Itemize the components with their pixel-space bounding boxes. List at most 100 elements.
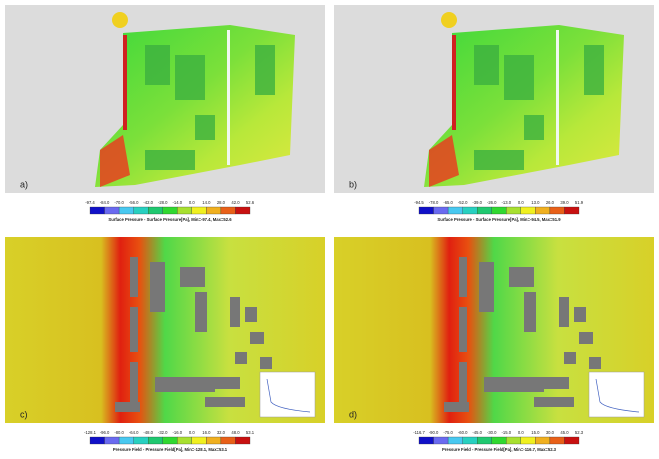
colorbar-tick: -80.0 (114, 430, 124, 435)
colorbar-caption: Surface Pressure - Surface Pressure[Pa],… (108, 217, 232, 222)
colorbar-tick: 0.0 (189, 200, 195, 205)
building (459, 307, 467, 352)
colorbar-cell (221, 207, 236, 214)
windward-facade (452, 35, 456, 130)
colorbar-tick: 32.0 (217, 430, 226, 435)
building (589, 357, 601, 369)
colorbar-cell (119, 207, 134, 214)
colorbar-tick: -70.0 (114, 200, 124, 205)
colorbar-cell (105, 437, 120, 444)
colorbar-tick: -75.0 (443, 430, 453, 435)
building (444, 402, 469, 412)
building (524, 292, 536, 332)
colorbar-tick: -78.0 (429, 200, 439, 205)
building (504, 55, 534, 100)
colorbar-cell (506, 437, 521, 444)
building (255, 45, 275, 95)
colorbar-tick: 39.0 (560, 200, 569, 205)
building (484, 377, 544, 392)
colorbar-tick: 0.0 (518, 200, 524, 205)
building (474, 45, 499, 85)
colorbar-cell (463, 437, 478, 444)
building (509, 267, 534, 287)
gap-line (556, 30, 559, 165)
building (260, 357, 272, 369)
colorbar-tick: 48.0 (231, 430, 240, 435)
colorbar-caption: Surface Pressure - Surface Pressure[Pa],… (437, 217, 561, 222)
colorbar-cell (521, 207, 536, 214)
building (459, 257, 467, 297)
colorbar-tick: -116.7 (413, 430, 425, 435)
colorbar-tick: -26.0 (487, 200, 497, 205)
colorbar-cell (105, 207, 120, 214)
building (145, 45, 170, 85)
colorbar-tick: 51.9 (575, 200, 584, 205)
colorbar-cell (550, 437, 565, 444)
colorbar-tick: 16.0 (202, 430, 211, 435)
colorbar-tick: -65.0 (443, 200, 453, 205)
building (524, 115, 544, 140)
colorbar-tick: -56.0 (129, 200, 139, 205)
colorbar-cell (163, 437, 178, 444)
colorbar-cell (235, 207, 250, 214)
colorbar-cell (492, 437, 507, 444)
panel-label: d) (349, 409, 357, 419)
building (559, 297, 569, 327)
building (564, 352, 576, 364)
colorbar-tick: 28.0 (217, 200, 226, 205)
colorbar-cell (448, 207, 463, 214)
colorbar-cell (463, 207, 478, 214)
colorbar-tick: -64.0 (129, 430, 139, 435)
colorbar-tick: 0.0 (189, 430, 195, 435)
building (195, 292, 207, 332)
colorbar-tick: 52.3 (575, 430, 584, 435)
building (479, 262, 494, 312)
panel-label: a) (20, 179, 28, 189)
colorbar-tick: -52.0 (458, 200, 468, 205)
colorbar-tick: 53.1 (246, 430, 255, 435)
figure: a)-97.4-84.0-70.0-56.0-42.0-28.0-14.00.0… (0, 0, 659, 459)
colorbar-cell (419, 437, 434, 444)
colorbar-tick: -96.0 (100, 430, 110, 435)
colorbar-tick: 0.0 (518, 430, 524, 435)
building (574, 307, 586, 322)
colorbar-tick: -14.0 (172, 200, 182, 205)
building (250, 332, 264, 344)
building (245, 307, 257, 322)
inset-graph (260, 372, 315, 417)
colorbar-tick: -48.0 (143, 430, 153, 435)
colorbar-tick: -32.0 (158, 430, 168, 435)
colorbar-cell (564, 437, 579, 444)
building (459, 362, 467, 402)
colorbar-cell (434, 437, 449, 444)
colorbar-tick: -128.1 (84, 430, 97, 435)
inset-graph (589, 372, 644, 417)
colorbar-cell (90, 437, 105, 444)
colorbar-tick: 45.0 (560, 430, 569, 435)
colorbar-tick: 30.0 (546, 430, 555, 435)
colorbar-tick: -94.5 (414, 200, 424, 205)
colorbar-cell (148, 437, 163, 444)
colorbar-cell (206, 207, 221, 214)
colorbar-cell (550, 207, 565, 214)
colorbar-cell (177, 207, 192, 214)
building (235, 352, 247, 364)
colorbar-caption: Pressure Field - Pressure Field[Pa], Min… (113, 447, 228, 452)
building (230, 297, 240, 327)
building (150, 262, 165, 312)
building (130, 257, 138, 297)
building (534, 397, 574, 407)
colorbar-cell (448, 437, 463, 444)
building (195, 115, 215, 140)
colorbar-cell (477, 437, 492, 444)
building (130, 307, 138, 352)
sun (441, 12, 457, 28)
colorbar-tick: 42.0 (231, 200, 240, 205)
colorbar-cell (148, 207, 163, 214)
building (180, 267, 205, 287)
colorbar-tick: 15.0 (531, 430, 540, 435)
colorbar-cell (134, 207, 149, 214)
colorbar-cell (477, 207, 492, 214)
building (584, 45, 604, 95)
